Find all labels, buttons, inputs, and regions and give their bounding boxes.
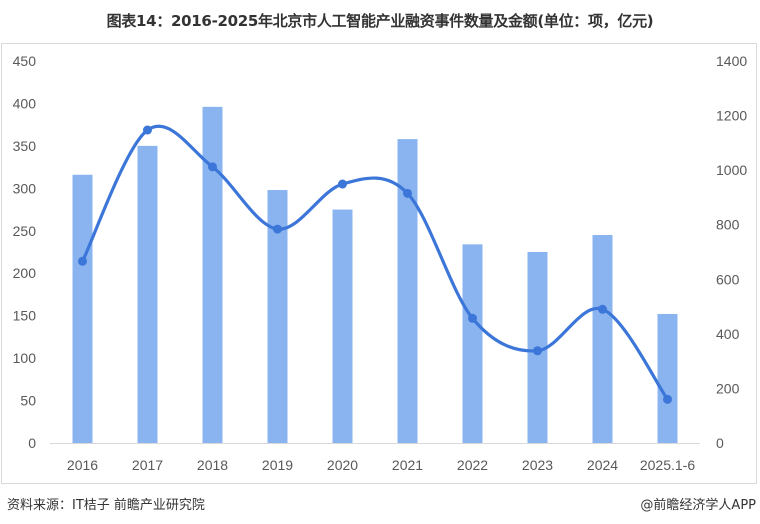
left-axis-tick: 0 bbox=[28, 435, 36, 451]
right-axis-tick: 600 bbox=[716, 271, 740, 287]
bar-series bbox=[72, 106, 678, 444]
bar bbox=[202, 106, 223, 443]
left-axis-tick: 200 bbox=[13, 265, 37, 281]
x-axis-tick: 2023 bbox=[522, 457, 553, 473]
left-axis-tick: 50 bbox=[20, 393, 36, 409]
line-marker bbox=[143, 125, 152, 135]
x-axis-tick: 2020 bbox=[327, 457, 358, 473]
right-axis-tick: 1400 bbox=[716, 53, 747, 69]
right-axis-tick: 800 bbox=[716, 217, 740, 233]
bar bbox=[72, 174, 93, 444]
x-axis-tick: 2025.1-6 bbox=[640, 457, 695, 473]
right-axis-tick: 200 bbox=[716, 380, 740, 396]
chart-title: 图表14：2016-2025年北京市人工智能产业融资事件数量及金额(单位：项，亿… bbox=[106, 12, 654, 30]
line-series bbox=[80, 124, 670, 401]
x-axis-tick: 2024 bbox=[587, 457, 618, 473]
line-marker bbox=[208, 162, 217, 172]
left-axis-tick: 100 bbox=[13, 350, 37, 366]
right-axis-ticks: 0 200 400 600 800 1000 1200 1400 bbox=[716, 53, 747, 451]
left-axis-tick: 300 bbox=[13, 180, 37, 196]
left-axis-tick: 400 bbox=[13, 95, 37, 111]
line-marker bbox=[78, 256, 87, 266]
bar bbox=[137, 145, 158, 443]
left-axis-tick: 350 bbox=[13, 138, 37, 154]
x-axis-tick: 2018 bbox=[197, 457, 228, 473]
bar bbox=[397, 139, 418, 443]
left-axis-tick: 250 bbox=[13, 223, 37, 239]
right-axis-tick: 400 bbox=[716, 326, 740, 342]
line-marker bbox=[663, 394, 672, 404]
source-note: 资料来源：IT桔子 前瞻产业研究院 bbox=[7, 498, 205, 513]
chart-frame bbox=[1, 43, 757, 484]
right-axis-tick: 1200 bbox=[716, 108, 747, 124]
line-marker bbox=[598, 304, 607, 314]
line-marker bbox=[468, 313, 477, 323]
x-axis-tick: 2017 bbox=[132, 457, 163, 473]
line-marker bbox=[338, 179, 347, 189]
left-axis-tick: 450 bbox=[13, 53, 37, 69]
right-axis-tick: 0 bbox=[716, 435, 724, 451]
x-axis-tick: 2016 bbox=[67, 457, 98, 473]
right-axis-tick: 1000 bbox=[716, 162, 747, 178]
bar bbox=[462, 244, 483, 443]
left-axis-ticks: 0 50 100 150 200 250 300 350 400 450 bbox=[13, 53, 37, 451]
x-axis-tick: 2022 bbox=[457, 457, 488, 473]
left-axis-tick: 150 bbox=[13, 308, 37, 324]
bar bbox=[657, 313, 678, 443]
line-marker bbox=[403, 188, 412, 198]
bar bbox=[592, 235, 613, 443]
x-axis-tick: 2019 bbox=[262, 457, 293, 473]
bar bbox=[267, 190, 288, 443]
x-axis-tick: 2021 bbox=[392, 457, 423, 473]
line-marker bbox=[533, 346, 542, 356]
credit-note: @前瞻经济学人APP bbox=[640, 498, 756, 513]
line-marker bbox=[273, 224, 282, 234]
x-axis-labels: 2016 2017 2018 2019 2020 2021 2022 2023 2024 2025… bbox=[67, 457, 695, 473]
bar bbox=[332, 209, 353, 443]
line-markers bbox=[78, 125, 672, 404]
